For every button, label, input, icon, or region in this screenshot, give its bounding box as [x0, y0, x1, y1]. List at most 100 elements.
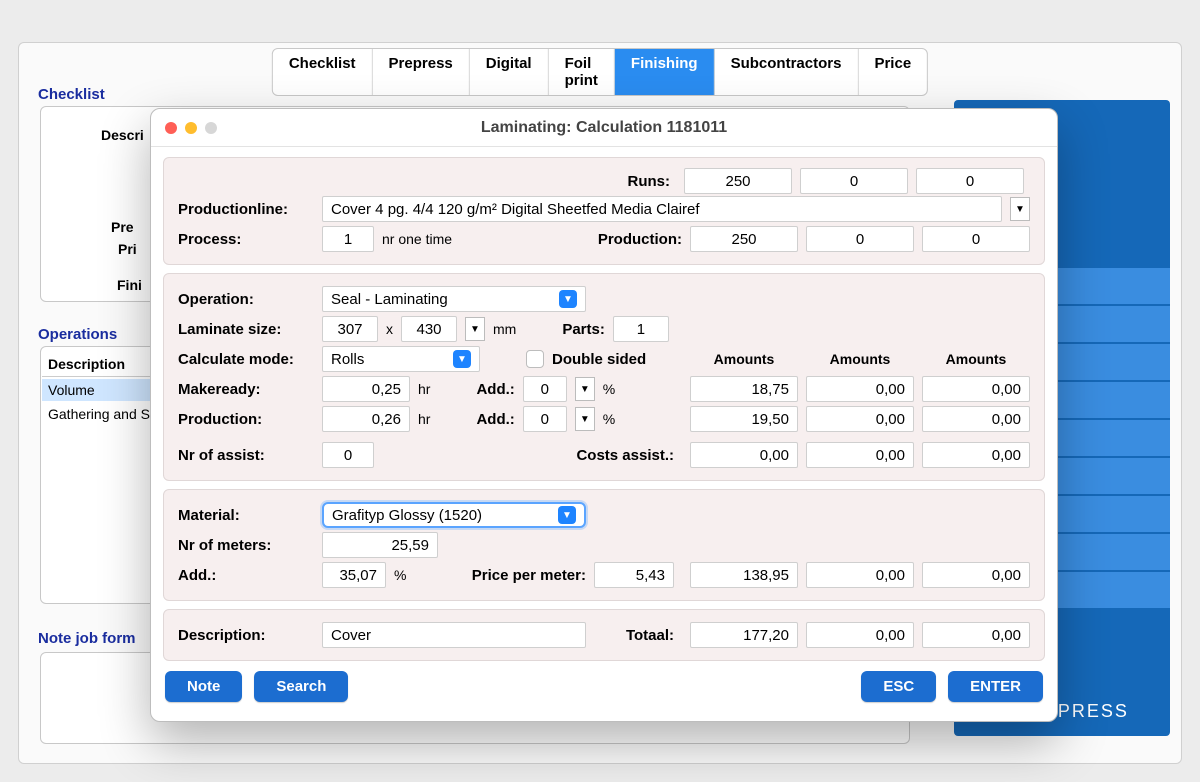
laminate-width[interactable] — [322, 316, 378, 342]
minimize-icon[interactable] — [185, 122, 197, 134]
mat-amt-1[interactable] — [690, 562, 798, 588]
tab-foilprint[interactable]: Foil print — [549, 49, 615, 95]
production-1[interactable] — [690, 226, 798, 252]
material-select[interactable]: Grafityp Glossy (1520) ▼ — [322, 502, 586, 528]
material-label: Material: — [178, 507, 314, 524]
chevron-down-icon: ▼ — [453, 350, 471, 368]
meters-field[interactable] — [322, 532, 438, 558]
amounts-hdr-1: Amounts — [690, 351, 798, 367]
add3-field[interactable] — [322, 562, 386, 588]
production-hr[interactable] — [322, 406, 410, 432]
assist-amt-2[interactable] — [806, 442, 914, 468]
runs-label: Runs: — [628, 173, 671, 190]
bg-pri: Pri — [118, 241, 137, 257]
checklist-label: Checklist — [38, 86, 105, 103]
modal-title: Laminating: Calculation 1181011 — [151, 119, 1057, 137]
tab-strip: Checklist Prepress Digital Foil print Fi… — [272, 48, 928, 96]
productionline-label: Productionline: — [178, 201, 314, 218]
amounts-hdr-3: Amounts — [922, 351, 1030, 367]
laminate-size-dropdown[interactable]: ▼ — [465, 317, 485, 341]
lam-x: x — [386, 321, 393, 337]
panel-description: Description: Totaal: — [163, 609, 1045, 661]
bg-pre: Pre — [111, 219, 134, 235]
assist-amt-1[interactable] — [690, 442, 798, 468]
double-sided-checkbox[interactable] — [526, 350, 544, 368]
enter-button[interactable]: ENTER — [948, 671, 1043, 702]
process-suffix: nr one time — [382, 231, 452, 247]
bg-fini: Fini — [117, 277, 142, 293]
totaal-label: Totaal: — [626, 627, 674, 644]
lam-unit: mm — [493, 321, 516, 337]
add-mr-dropdown[interactable]: ▼ — [575, 377, 595, 401]
note-button[interactable]: Note — [165, 671, 242, 702]
process-field[interactable] — [322, 226, 374, 252]
close-icon[interactable] — [165, 122, 177, 134]
material-value: Grafityp Glossy (1520) — [332, 507, 482, 524]
add-prod-label: Add.: — [476, 411, 514, 428]
zoom-icon — [205, 122, 217, 134]
mr-amt-2[interactable] — [806, 376, 914, 402]
parts-label: Parts: — [562, 321, 605, 338]
add-mr-field[interactable] — [523, 376, 567, 402]
total-1[interactable] — [690, 622, 798, 648]
ppm-field[interactable] — [594, 562, 674, 588]
tab-price[interactable]: Price — [858, 49, 927, 95]
add-mr-label: Add.: — [476, 381, 514, 398]
mr-amt-1[interactable] — [690, 376, 798, 402]
desc-field[interactable] — [322, 622, 586, 648]
calculation-modal: Laminating: Calculation 1181011 Runs: Pr… — [150, 108, 1058, 722]
operation-select[interactable]: Seal - Laminating ▼ — [322, 286, 586, 312]
laminate-height[interactable] — [401, 316, 457, 342]
mat-amt-2[interactable] — [806, 562, 914, 588]
double-sided-label: Double sided — [552, 351, 646, 368]
mat-amt-3[interactable] — [922, 562, 1030, 588]
tab-checklist[interactable]: Checklist — [273, 49, 373, 95]
search-button[interactable]: Search — [254, 671, 348, 702]
tab-subcontractors[interactable]: Subcontractors — [715, 49, 859, 95]
runs-2[interactable] — [800, 168, 908, 194]
meters-label: Nr of meters: — [178, 537, 314, 554]
chevron-down-icon: ▼ — [558, 506, 576, 524]
chevron-down-icon: ▼ — [559, 290, 577, 308]
assist-amt-3[interactable] — [922, 442, 1030, 468]
laminate-label: Laminate size: — [178, 321, 314, 338]
total-2[interactable] — [806, 622, 914, 648]
panel-production: Runs: Productionline: ▼ Process: nr one … — [163, 157, 1045, 265]
calc-mode-select[interactable]: Rolls ▼ — [322, 346, 480, 372]
calc-label: Calculate mode: — [178, 351, 314, 368]
makeready-hr[interactable] — [322, 376, 410, 402]
costs-assist-label: Costs assist.: — [576, 447, 674, 464]
prod-amt-1[interactable] — [690, 406, 798, 432]
esc-button[interactable]: ESC — [861, 671, 936, 702]
bg-descri: Descri — [101, 127, 144, 143]
assist-label: Nr of assist: — [178, 447, 314, 464]
total-3[interactable] — [922, 622, 1030, 648]
mr-amt-3[interactable] — [922, 376, 1030, 402]
tab-digital[interactable]: Digital — [470, 49, 549, 95]
add-prod-field[interactable] — [523, 406, 567, 432]
operations-label: Operations — [38, 326, 117, 343]
parts-field[interactable] — [613, 316, 669, 342]
note-label: Note job form — [38, 630, 136, 647]
makeready-label: Makeready: — [178, 381, 314, 398]
runs-3[interactable] — [916, 168, 1024, 194]
runs-1[interactable] — [684, 168, 792, 194]
production-2[interactable] — [806, 226, 914, 252]
prod-amt-2[interactable] — [806, 406, 914, 432]
productionline-dropdown[interactable]: ▼ — [1010, 197, 1030, 221]
production2-label: Production: — [178, 411, 314, 428]
process-label: Process: — [178, 231, 314, 248]
panel-operation: Operation: Seal - Laminating ▼ Laminate … — [163, 273, 1045, 481]
tab-prepress[interactable]: Prepress — [373, 49, 470, 95]
prod-amt-3[interactable] — [922, 406, 1030, 432]
tab-finishing[interactable]: Finishing — [615, 49, 715, 95]
productionline-field[interactable] — [322, 196, 1002, 222]
pct2: % — [603, 411, 615, 427]
titlebar[interactable]: Laminating: Calculation 1181011 — [151, 109, 1057, 147]
add-prod-dropdown[interactable]: ▼ — [575, 407, 595, 431]
operation-label: Operation: — [178, 291, 314, 308]
pct3: % — [394, 567, 406, 583]
production-3[interactable] — [922, 226, 1030, 252]
assist-field[interactable] — [322, 442, 374, 468]
hr-unit: hr — [418, 381, 430, 397]
